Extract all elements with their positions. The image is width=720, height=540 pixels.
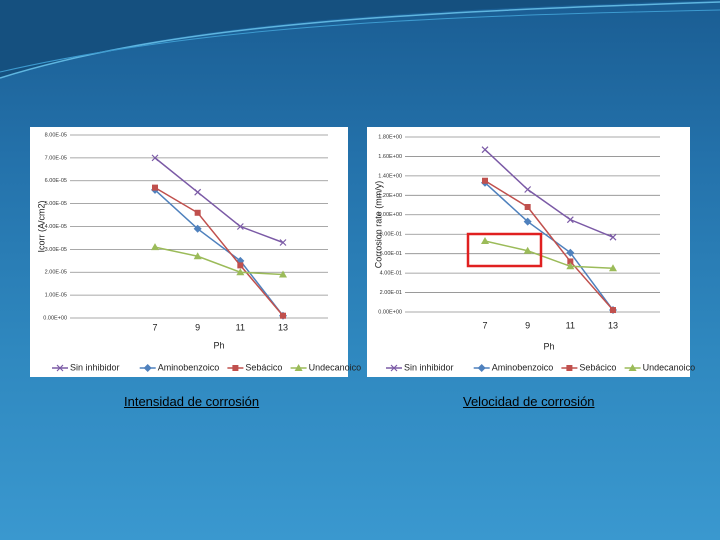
marker (481, 146, 489, 154)
x-tick-label: 7 (152, 322, 157, 332)
marker (194, 209, 201, 216)
y-tick-label: 6.00E-01 (380, 251, 402, 257)
marker (481, 237, 489, 245)
y-tick-label: 3.00E-05 (45, 247, 67, 253)
series-line (484, 182, 614, 311)
series-line (154, 189, 284, 317)
marker (566, 248, 575, 257)
y-tick-label: 4.00E-05 (45, 224, 67, 230)
x-tick-label: 9 (195, 322, 200, 332)
x-tick-label: 7 (482, 320, 487, 330)
marker (143, 364, 152, 372)
series-line (484, 240, 614, 269)
x-tick-label: 11 (566, 320, 575, 330)
legend-label: Undecanoico (309, 362, 362, 372)
y-tick-label: 1.60E+00 (378, 154, 402, 160)
marker (151, 243, 159, 251)
marker (236, 268, 245, 276)
y-tick-label: 7.00E-05 (45, 155, 67, 161)
marker (56, 364, 64, 372)
caption: Intensidad de corrosión (124, 394, 260, 409)
series-line (154, 246, 284, 276)
y-tick-label: 0.00E+00 (43, 315, 67, 321)
caption: Velocidad de corrosión (463, 394, 595, 409)
legend-label: Sin inhibidor (70, 362, 120, 372)
x-tick-label: 11 (236, 322, 245, 332)
y-tick-label: 4.00E-01 (380, 271, 402, 277)
marker (193, 224, 202, 233)
y-tick-label: 8.00E-05 (45, 132, 67, 138)
chart-area (30, 127, 348, 377)
marker (279, 270, 287, 278)
marker (524, 204, 531, 210)
x-tick-label: 13 (278, 322, 288, 332)
highlight-box (466, 232, 543, 268)
marker (193, 252, 202, 260)
marker (566, 365, 573, 371)
marker (232, 365, 239, 371)
marker (610, 307, 616, 314)
marker (390, 364, 398, 372)
marker (279, 239, 287, 246)
y-tick-label: 1.00E-05 (45, 293, 67, 299)
y-tick-label: 0.00E+00 (378, 309, 402, 315)
y-tick-label: 6.00E-05 (45, 178, 67, 184)
y-axis-title: Corrosion rate (mm/y) (373, 181, 383, 269)
y-tick-label: 5.00E-05 (45, 201, 67, 207)
series-line (154, 157, 284, 244)
y-tick-label: 1.20E+00 (378, 193, 402, 199)
y-tick-label: 1.80E+00 (378, 134, 402, 140)
series-line (484, 149, 614, 238)
marker (566, 216, 574, 224)
wave (0, 1, 720, 79)
marker (194, 188, 202, 196)
y-tick-label: 8.00E-01 (380, 232, 402, 238)
x-tick-label: 9 (525, 320, 530, 330)
marker (628, 364, 637, 371)
marker (524, 186, 532, 193)
marker (523, 217, 532, 226)
y-tick-label: 2.00E-01 (380, 290, 402, 296)
x-tick-label: 13 (608, 320, 618, 330)
series-line (154, 186, 284, 317)
marker (152, 184, 158, 191)
marker (523, 246, 532, 254)
y-axis-title: Icorr (A/cm2) (36, 200, 46, 252)
legend-label: Undecanoico (643, 362, 696, 372)
legend-label: Aminobenzoico (492, 362, 554, 372)
marker (567, 258, 574, 265)
y-tick-label: 1.40E+00 (378, 173, 402, 179)
top-band (0, 0, 720, 78)
x-axis-title: Ph (543, 341, 554, 351)
marker (482, 177, 488, 184)
marker (151, 154, 159, 162)
marker (609, 233, 617, 241)
marker (237, 262, 244, 269)
y-tick-label: 2.00E-05 (45, 270, 67, 276)
marker (609, 264, 617, 272)
marker (477, 364, 486, 372)
legend-label: Sebácico (245, 362, 282, 372)
marker (236, 223, 244, 230)
wave (0, 9, 720, 73)
marker (566, 262, 575, 270)
x-axis-title: Ph (213, 340, 224, 350)
marker (294, 364, 303, 371)
series-line (484, 180, 614, 311)
legend-label: Aminobenzoico (158, 362, 220, 372)
marker (280, 312, 286, 319)
legend-label: Sin inhibidor (404, 362, 454, 372)
charts: 0.00E+00 1.00E-05 2.00E-05 3.00E-05 4.00E-05… (36, 132, 695, 372)
legend-label: Sebácico (579, 362, 616, 372)
y-tick-label: 1.00E+00 (378, 212, 402, 218)
